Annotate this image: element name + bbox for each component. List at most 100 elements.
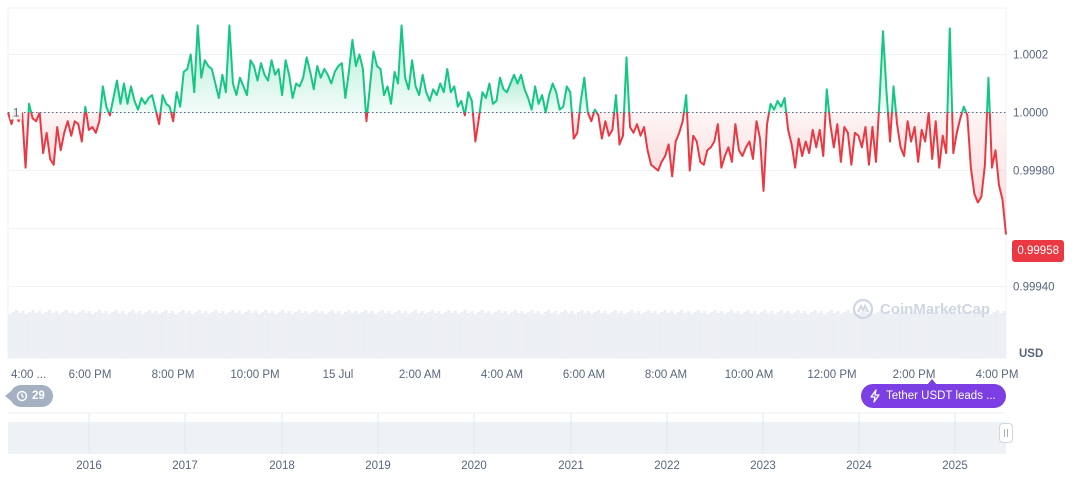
baseline-label-bg — [10, 105, 22, 120]
volume-bar — [799, 313, 804, 358]
line-down — [21, 112, 30, 169]
volume-bar — [473, 314, 478, 358]
volume-bar — [423, 314, 428, 358]
line-down — [38, 112, 86, 166]
line-down — [828, 112, 880, 166]
volume-bar — [87, 311, 92, 358]
volume-bar — [320, 311, 325, 358]
volume-bar — [433, 313, 438, 358]
volume-bar — [327, 312, 331, 358]
volume-bar — [576, 312, 581, 358]
volume-bar — [986, 311, 990, 358]
x-tick-label: 2:00 AM — [399, 369, 441, 381]
volume-bar — [387, 311, 391, 358]
volume-bar — [447, 310, 451, 358]
volume-bar — [357, 314, 361, 358]
volume-bar — [520, 311, 524, 358]
volume-bar — [407, 314, 411, 358]
volume-bar — [736, 311, 740, 358]
volume-bar — [869, 311, 873, 358]
volume-bar — [952, 311, 957, 358]
volume-bar — [370, 311, 374, 358]
volume-bar — [882, 313, 887, 358]
volume-bar — [280, 310, 285, 358]
baseline-label: 1 — [13, 108, 19, 120]
volume-bar — [334, 313, 338, 358]
volume-bar — [274, 314, 278, 358]
price-areas — [8, 25, 1006, 235]
x-tick-label: 4:00 ... — [11, 369, 46, 381]
volume-bar — [207, 314, 211, 358]
volume-bar — [573, 314, 577, 358]
volume-bar — [453, 311, 458, 358]
volume-bar — [234, 313, 238, 358]
volume-bar — [962, 310, 967, 358]
watermark-text: CoinMarketCap — [880, 300, 991, 318]
volume-bar — [719, 311, 724, 358]
volume-bar — [84, 313, 88, 358]
line-down — [85, 112, 102, 134]
volume-bar — [24, 314, 28, 358]
volume-bar — [493, 312, 498, 358]
volume-bar — [689, 314, 694, 358]
volume-bar — [716, 313, 720, 358]
volume-bar — [330, 310, 335, 358]
volume-bar — [420, 311, 424, 358]
volume-bar — [603, 311, 607, 358]
volume-bar — [61, 312, 65, 358]
volume-bar — [686, 311, 690, 358]
x-tick-label: 8:00 PM — [152, 369, 195, 381]
line-up — [961, 105, 968, 113]
area-down — [786, 112, 826, 168]
volume-bar — [726, 312, 730, 358]
volume-bar — [380, 310, 384, 358]
volume-bar — [477, 312, 481, 358]
volume-bar — [643, 312, 647, 358]
volume-bar — [114, 310, 118, 358]
volume-bar — [989, 314, 993, 358]
volume-bar — [852, 311, 857, 358]
volume-bar — [74, 314, 78, 358]
navigator-handle[interactable] — [999, 423, 1013, 443]
x-tick-label: 10:00 AM — [725, 369, 774, 381]
volume-bar — [157, 314, 162, 358]
navigator-year-label: 2024 — [846, 460, 872, 472]
news-chip[interactable]: Tether USDT leads ... — [861, 379, 1006, 408]
volume-bar — [640, 314, 644, 358]
volume-bar — [77, 312, 82, 358]
volume-bar — [673, 314, 677, 358]
volume-bar — [670, 311, 674, 358]
line-down — [155, 112, 162, 126]
line-up — [890, 85, 897, 113]
volume-bar — [197, 310, 201, 358]
volume-bar — [230, 310, 235, 358]
x-tick-label: 10:00 PM — [230, 369, 279, 381]
line-up — [83, 105, 88, 113]
volume-bar — [440, 314, 444, 358]
volume-bar — [939, 314, 943, 358]
volume-bar — [826, 312, 830, 358]
volume-bar — [936, 311, 940, 358]
volume-bar — [743, 312, 747, 358]
volume-bar — [11, 312, 15, 358]
x-tick-label: 2:00 PM — [893, 369, 936, 381]
baseline: 1 — [8, 105, 1006, 120]
events-counter-chip[interactable]: 29 — [5, 385, 53, 407]
volume-bar — [646, 310, 651, 358]
volume-bar — [766, 313, 770, 358]
volume-bar — [177, 312, 181, 358]
volume-bar — [516, 313, 521, 358]
line-down — [686, 112, 771, 192]
volume-bar — [161, 312, 165, 358]
volume-bar — [470, 311, 474, 358]
volume-bar — [224, 314, 228, 358]
volume-bar — [969, 311, 973, 358]
volume-bar — [250, 313, 255, 358]
volume-bar — [317, 313, 321, 358]
volume-bar — [300, 313, 305, 358]
volume-bar — [713, 310, 717, 358]
line-down — [886, 112, 893, 143]
volume-bar — [866, 313, 870, 358]
volume-bar — [350, 313, 354, 358]
